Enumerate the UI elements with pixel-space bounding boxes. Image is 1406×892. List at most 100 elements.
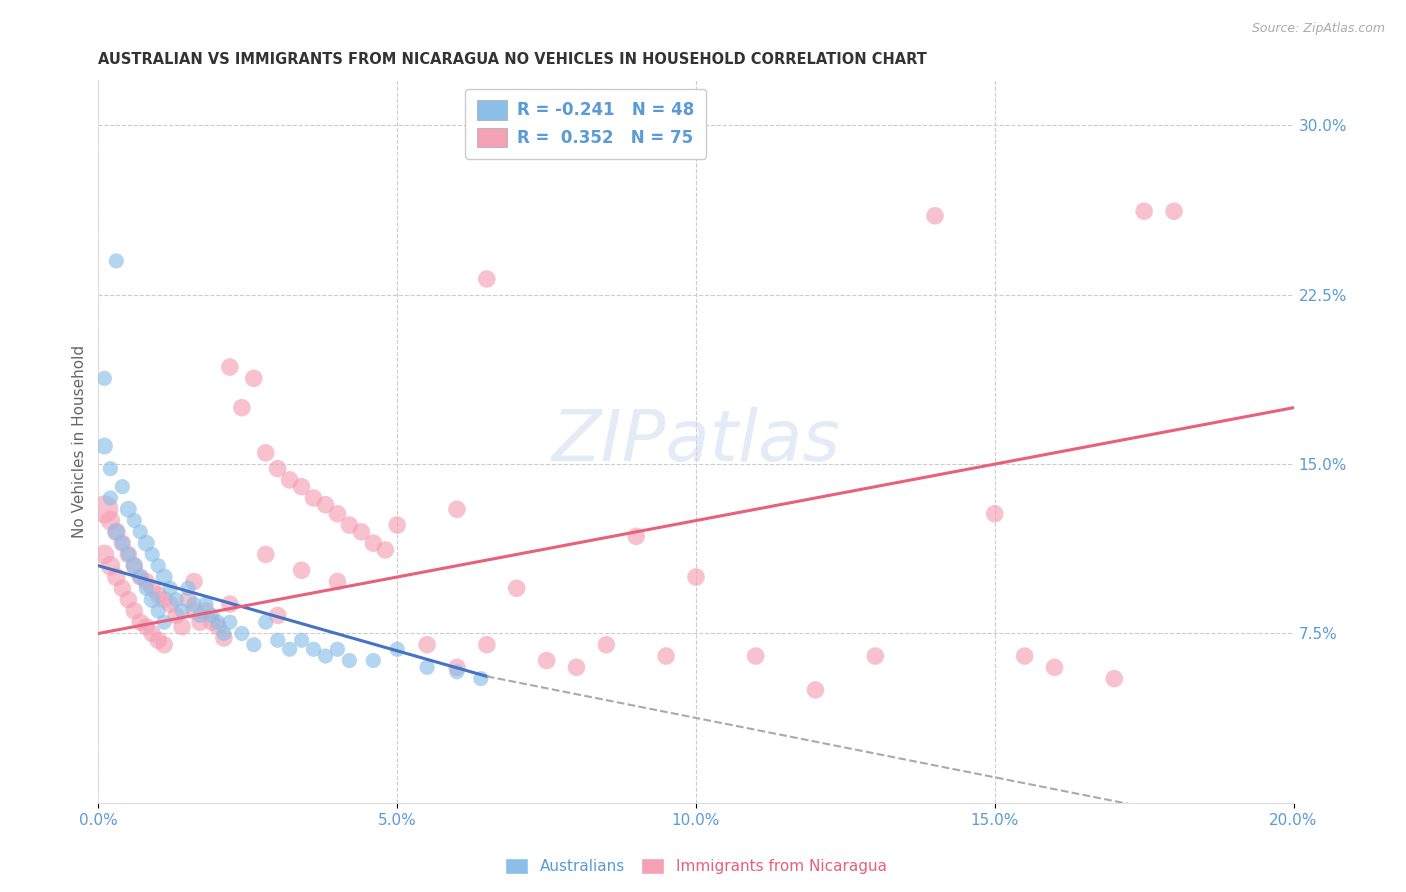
Point [326, 574, 349, 589]
Point [188, 608, 211, 623]
Point [111, 536, 134, 550]
Point [231, 401, 253, 415]
Point [385, 518, 409, 533]
Point [302, 642, 325, 657]
Point [291, 633, 314, 648]
Point [98, 558, 122, 573]
Point [188, 615, 211, 630]
Point [278, 473, 301, 487]
Point [565, 660, 588, 674]
Point [745, 648, 768, 663]
Point [595, 638, 617, 652]
Point [172, 620, 194, 634]
Point [267, 461, 290, 475]
Point [506, 582, 529, 596]
Point [363, 654, 385, 668]
Point [135, 574, 157, 589]
Text: AUSTRALIAN VS IMMIGRANTS FROM NICARAGUA NO VEHICLES IN HOUSEHOLD CORRELATION CHA: AUSTRALIAN VS IMMIGRANTS FROM NICARAGUA … [98, 52, 928, 67]
Point [98, 461, 122, 475]
Point [470, 672, 492, 686]
Point [212, 631, 235, 645]
Point [153, 638, 176, 652]
Text: Source: ZipAtlas.com: Source: ZipAtlas.com [1251, 22, 1385, 36]
Point [93, 371, 115, 385]
Point [924, 209, 946, 223]
Text: ZIPatlas: ZIPatlas [551, 407, 841, 476]
Point [416, 638, 439, 652]
Point [243, 371, 266, 385]
Point [124, 558, 146, 573]
Point [111, 536, 134, 550]
Point [117, 548, 139, 562]
Point [159, 597, 181, 611]
Point [267, 633, 290, 648]
Point [195, 597, 218, 611]
Point [219, 359, 242, 374]
Point [148, 588, 170, 602]
Point [984, 507, 1007, 521]
Point [1163, 204, 1185, 219]
Point [254, 548, 277, 562]
Point [1133, 204, 1156, 219]
Point [231, 626, 253, 640]
Point [302, 491, 325, 505]
Point [446, 665, 468, 679]
Point [291, 563, 314, 577]
Point [195, 604, 218, 618]
Point [111, 582, 134, 596]
Point [117, 548, 139, 562]
Point [326, 507, 349, 521]
Point [219, 597, 242, 611]
Point [446, 502, 468, 516]
Point [339, 654, 361, 668]
Point [141, 592, 163, 607]
Point [315, 498, 337, 512]
Point [655, 648, 678, 663]
Point [159, 582, 181, 596]
Point [153, 615, 176, 630]
Point [201, 615, 224, 630]
Point [374, 542, 396, 557]
Point [117, 592, 139, 607]
Point [111, 480, 134, 494]
Point [207, 620, 229, 634]
Point [148, 633, 170, 648]
Legend: Australians, Immigrants from Nicaragua: Australians, Immigrants from Nicaragua [498, 851, 894, 882]
Point [416, 660, 439, 674]
Point [626, 529, 648, 543]
Point [326, 642, 349, 657]
Point [153, 570, 176, 584]
Point [177, 592, 200, 607]
Point [124, 604, 146, 618]
Point [183, 597, 205, 611]
Point [183, 604, 205, 618]
Point [105, 524, 128, 539]
Point [446, 660, 468, 674]
Point [315, 648, 337, 663]
Point [129, 615, 152, 630]
Point [141, 626, 163, 640]
Y-axis label: No Vehicles in Household: No Vehicles in Household [72, 345, 87, 538]
Point [117, 502, 139, 516]
Point [350, 524, 373, 539]
Point [177, 582, 200, 596]
Point [129, 524, 152, 539]
Point [339, 518, 361, 533]
Point [267, 608, 290, 623]
Point [201, 608, 224, 623]
Point [219, 615, 242, 630]
Point [1014, 648, 1036, 663]
Point [105, 524, 128, 539]
Point [165, 592, 187, 607]
Point [212, 626, 235, 640]
Point [98, 491, 122, 505]
Point [475, 638, 498, 652]
Point [363, 536, 385, 550]
Point [135, 582, 157, 596]
Point [141, 582, 163, 596]
Point [1043, 660, 1066, 674]
Point [148, 558, 170, 573]
Point [1104, 672, 1126, 686]
Point [124, 514, 146, 528]
Point [93, 502, 115, 516]
